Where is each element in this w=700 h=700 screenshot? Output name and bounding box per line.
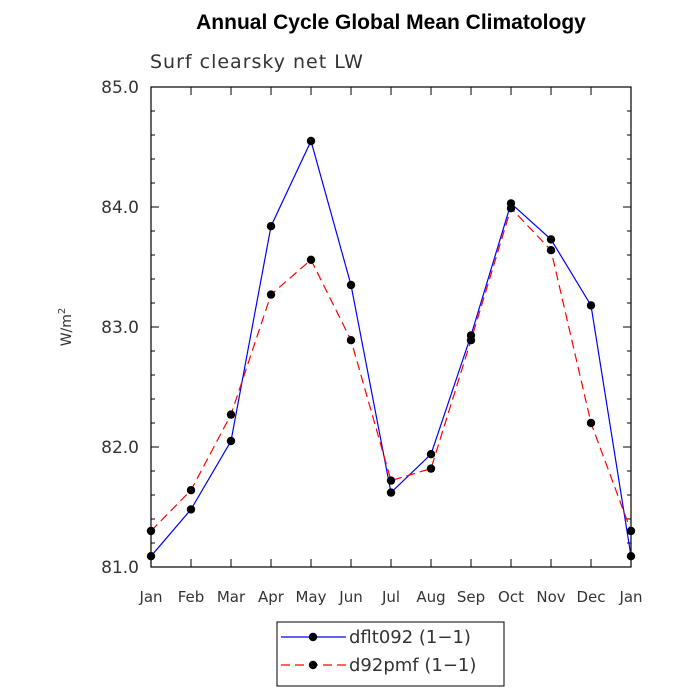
y-tick-label: 81.0	[101, 558, 139, 578]
x-tick-label: Nov	[536, 588, 565, 606]
y-tick-label: 84.0	[101, 198, 139, 218]
series-layer	[146, 136, 636, 561]
series-2-point	[146, 526, 156, 536]
legend-box	[276, 621, 505, 687]
series-1-point	[306, 136, 316, 146]
series-2-point	[266, 290, 276, 299]
series-1-point	[146, 552, 156, 561]
x-tick-label: Jul	[381, 588, 400, 606]
y-axis-label-exponent: 2	[57, 308, 68, 314]
series-2-point	[626, 526, 636, 536]
series-2-point	[506, 204, 516, 213]
x-tick-label: Mar	[217, 588, 246, 606]
y-tick-labels: 81.0 82.0 83.0 84.0 85.0	[101, 78, 139, 578]
x-tick-label: Sep	[457, 588, 485, 606]
series-1-point	[626, 552, 636, 561]
x-tick-label: Feb	[178, 588, 205, 606]
series-1-point	[426, 450, 436, 459]
x-tick-label: Apr	[258, 588, 285, 606]
y-tick-label: 82.0	[101, 438, 139, 458]
y-axis-label-text: W/m	[59, 314, 75, 346]
y-tick-label: 85.0	[101, 78, 139, 98]
x-tick-label: Oct	[498, 588, 524, 606]
series-2-point	[346, 336, 356, 345]
legend-marker-1	[308, 632, 318, 642]
x-tick-label: Dec	[576, 588, 605, 606]
x-tick-label: May	[295, 588, 326, 606]
legend-label-2: d92pmf (1−1)	[349, 655, 476, 676]
series-2-point	[306, 255, 316, 264]
series-1-point	[546, 235, 556, 244]
series-2-point	[546, 246, 556, 255]
x-tick-label: Jun	[338, 588, 362, 606]
x-tick-label: Aug	[416, 588, 445, 606]
series-1-point	[386, 488, 396, 497]
series-2-point	[586, 418, 596, 428]
series-2-point	[186, 486, 196, 495]
series-1-point	[346, 280, 356, 290]
x-tick-label: Jan	[618, 588, 642, 606]
chart-title: Annual Cycle Global Mean Climatology	[196, 11, 586, 34]
y-axis-label: W/m2	[57, 308, 75, 347]
series-1-point	[186, 505, 196, 514]
y-tick-label: 83.0	[101, 318, 139, 338]
x-tick-label: Jan	[138, 588, 162, 606]
legend: dflt092 (1−1) d92pmf (1−1)	[276, 621, 505, 687]
series-1-point	[586, 301, 596, 310]
axis-ticks	[150, 86, 632, 568]
legend-marker-2	[308, 660, 318, 670]
legend-label-1: dflt092 (1−1)	[349, 627, 471, 648]
chart-subtitle: Surf clearsky net LW	[150, 51, 364, 73]
series-2-point	[226, 410, 236, 419]
series-2-point	[466, 336, 476, 345]
series-2-point	[426, 464, 436, 473]
x-tick-labels: Jan Feb Mar Apr May Jun Jul Aug Sep Oct Nov Dec Jan	[138, 588, 642, 606]
series-1-point	[226, 436, 236, 446]
series-2-point	[386, 476, 396, 485]
series-1-point	[266, 222, 276, 231]
